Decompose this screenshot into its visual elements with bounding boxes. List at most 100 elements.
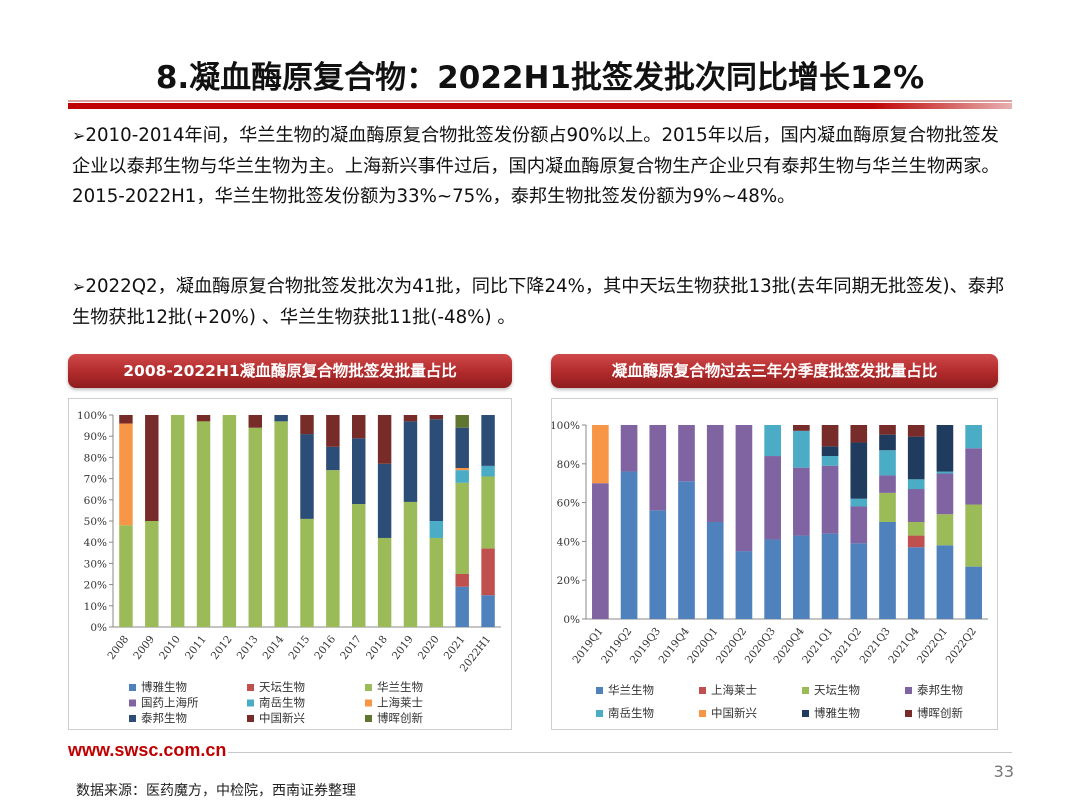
bar-segment: [850, 425, 868, 443]
y-tick-label: 70%: [84, 474, 107, 486]
bar-segment: [965, 566, 982, 619]
bar-segment: [300, 415, 314, 435]
bar-segment: [821, 465, 839, 534]
bullet-arrow-icon: ➢: [72, 277, 86, 296]
legend-label: 泰邦生物: [141, 711, 187, 725]
y-tick-label: 50%: [84, 516, 107, 528]
y-tick-label: 80%: [557, 459, 580, 471]
bar-segment: [936, 514, 954, 546]
bar-segment: [455, 470, 469, 483]
bar-segment: [907, 535, 925, 548]
bar-segment: [403, 421, 418, 502]
legend-label: 中国新兴: [711, 706, 757, 720]
bullet-arrow-icon: ➢: [72, 126, 86, 145]
y-tick-label: 100%: [552, 420, 580, 432]
bar-segment: [300, 434, 314, 519]
chart-2-svg: 0%20%40%60%80%100%2019Q12019Q22019Q32019…: [550, 420, 988, 720]
bar-segment: [352, 415, 366, 439]
bar-segment: [481, 595, 495, 627]
legend-label: 天坛生物: [814, 683, 860, 697]
legend-swatch: [365, 715, 372, 722]
legend-swatch: [129, 715, 136, 722]
bar-segment: [735, 551, 753, 619]
bar-segment: [455, 468, 469, 471]
bar-segment: [706, 522, 724, 619]
legend-label: 南岳生物: [259, 696, 305, 710]
bar-segment: [821, 446, 839, 457]
bar-segment: [326, 415, 340, 447]
x-tick-label: 2017: [338, 633, 364, 661]
x-tick-label: 2022Q2: [944, 625, 979, 665]
bar-segment: [274, 415, 288, 422]
slide-title: 8.凝血酶原复合物：2022H1批签发批次同比增长12%: [155, 60, 925, 96]
bar-segment: [793, 535, 810, 619]
bar-segment: [850, 543, 868, 619]
y-tick-label: 40%: [84, 537, 107, 549]
y-tick-label: 0%: [90, 622, 107, 634]
x-tick-label: 2009: [131, 633, 157, 661]
bar-segment: [907, 522, 925, 536]
bar-segment: [879, 522, 896, 619]
chart-1-svg: 0% 10% 20% 30% 40% 50% 60% 70% 80% 90% 100% 2008 200…: [77, 410, 501, 725]
paragraph-1: ➢2010-2014年间，华兰生物的凝血酶原复合物批签发份额占90%以上。201…: [72, 121, 1012, 213]
x-tick-label: 2021: [442, 633, 468, 661]
bar-segment: [764, 425, 781, 457]
data-source: 数据来源：医药魔方，中检院，西南证券整理: [76, 783, 356, 799]
chart-2-title: 凝血酶原复合物过去三年分季度批签发批量占比: [551, 354, 998, 388]
legend-label: 泰邦生物: [917, 683, 963, 697]
bar-segment: [678, 481, 695, 619]
legend-label: 华兰生物: [377, 680, 423, 694]
bar-segment: [850, 442, 868, 499]
bar-segment: [965, 425, 982, 449]
bar-segment: [879, 425, 896, 435]
legend-label: 南岳生物: [608, 706, 654, 720]
bar-segment: [377, 537, 392, 627]
bar-segment: [907, 489, 925, 522]
bar-segment: [119, 415, 133, 424]
page-number: 33: [993, 762, 1014, 781]
legend-swatch: [596, 710, 603, 717]
paragraph-1-text: 2010-2014年间，华兰生物的凝血酶原复合物批签发份额占90%以上。2015…: [72, 125, 1000, 207]
bar-segment: [455, 482, 469, 574]
bar-segment: [793, 467, 810, 536]
chart-1-title: 2008-2022H1凝血酶原复合物批签发批量占比: [68, 354, 512, 388]
bar-segment: [821, 456, 839, 466]
footer-divider: [228, 752, 1012, 753]
bar-segment: [429, 415, 444, 420]
bar-segment: [764, 539, 781, 619]
bar-segment: [649, 425, 667, 511]
legend-swatch: [905, 687, 912, 694]
x-tick-label: 2015: [286, 633, 312, 661]
bar-segment: [300, 518, 314, 627]
bar-segment: [326, 446, 340, 471]
paragraph-2-text: 2022Q2，凝血酶原复合物批签发批次为41批，同比下降24%，其中天坛生物获批…: [72, 276, 1005, 328]
bar-segment: [907, 479, 925, 490]
bar-segment: [196, 415, 211, 422]
bar-segment: [429, 419, 444, 521]
legend-swatch: [905, 710, 912, 717]
bar-segment: [936, 425, 954, 472]
bar-segment: [678, 425, 695, 482]
legend-label: 国药上海所: [141, 696, 199, 710]
y-tick-label: 20%: [557, 575, 580, 587]
bar-segment: [274, 421, 288, 627]
y-tick-label: 90%: [84, 431, 107, 443]
legend-label: 上海莱士: [377, 696, 423, 710]
x-tick-label: 2011: [183, 633, 209, 661]
y-tick-label: 20%: [84, 580, 107, 592]
bar-segment: [592, 425, 609, 484]
bar-segment: [879, 434, 896, 451]
legend-swatch: [802, 687, 809, 694]
bar-segment: [352, 438, 366, 505]
x-tick-label: 2014: [261, 633, 287, 662]
bar-segment: [764, 456, 781, 540]
bar-segment: [706, 425, 724, 522]
bar-segment: [429, 521, 444, 538]
legend-label: 天坛生物: [259, 680, 305, 694]
legend-swatch: [699, 687, 706, 694]
x-tick-label: 2019: [390, 633, 416, 661]
bar-segment: [455, 574, 469, 587]
bar-segment: [403, 415, 418, 422]
legend-swatch: [247, 699, 254, 707]
y-tick-label: 60%: [84, 495, 107, 507]
